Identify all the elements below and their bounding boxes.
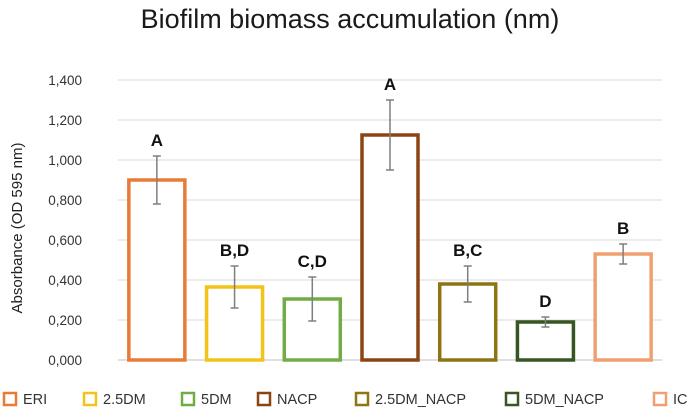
y-tick-label: 0,000 [48, 353, 82, 368]
bar-group-2.5dm_nacp: B,C [437, 241, 498, 362]
bar-group-2.5dm: B,D [204, 241, 265, 362]
legend-item-2.5dm_nacp: 2.5DM_NACP [354, 391, 466, 408]
y-tick-label: 1,000 [48, 153, 82, 168]
legend-item-ic: IC [652, 391, 688, 408]
bar-group-5dm: C,D [282, 252, 343, 362]
y-tick-label: 0,800 [48, 193, 82, 208]
bar [437, 282, 498, 362]
significance-label: A [151, 131, 163, 150]
legend-label: 2.5DM_NACP [375, 392, 466, 408]
legend-item-5dm: 5DM [180, 391, 232, 408]
y-tick-label: 0,600 [48, 233, 82, 248]
legend-swatch [354, 391, 370, 407]
legend-item-eri: ERI [2, 391, 47, 408]
legend-swatch [256, 391, 272, 407]
significance-label: D [539, 292, 551, 311]
y-axis-label: Absorbance (OD 595 nm) [9, 143, 26, 314]
legend-swatch [504, 391, 520, 407]
significance-label: B [617, 219, 629, 238]
y-tick-label: 0,400 [48, 273, 82, 288]
legend-item-2.5dm: 2.5DM [82, 391, 146, 408]
bar-group-5dm_nacp: D [515, 292, 576, 362]
significance-label: B,C [453, 241, 482, 260]
legend-label: NACP [277, 392, 317, 408]
legend-swatch [2, 391, 18, 407]
legend-swatch [82, 391, 98, 407]
legend-label: IC [673, 392, 688, 408]
bar-group-eri: A [127, 131, 187, 362]
significance-label: C,D [298, 252, 327, 271]
bar-group-ic: B [593, 219, 653, 362]
chart-title: Biofilm biomass accumulation (nm) [141, 4, 560, 34]
legend-label: 2.5DM [103, 392, 146, 408]
y-tick-label: 1,400 [48, 73, 82, 88]
bars: A B,D C,D A B,C D B [127, 75, 653, 362]
y-tick-label: 0,200 [48, 313, 82, 328]
bar-group-nacp: A [360, 75, 420, 362]
y-tick-label: 1,200 [48, 113, 82, 128]
legend-swatch [180, 391, 196, 407]
legend-item-nacp: NACP [256, 391, 317, 408]
legend-label: 5DM [201, 392, 232, 408]
significance-label: A [384, 75, 396, 94]
bar [127, 178, 187, 362]
bar [593, 252, 653, 362]
legend: ERI 2.5DM 5DM NACP 2.5DM_NACP 5DM_NACP IC [2, 391, 688, 408]
bar [515, 320, 576, 362]
legend-label: ERI [23, 392, 47, 408]
y-axis-ticks: 0,000 0,200 0,400 0,600 0,800 1,000 1,200 1,400 [48, 73, 82, 368]
legend-swatch [652, 391, 668, 407]
legend-item-5dm_nacp: 5DM_NACP [504, 391, 604, 408]
legend-label: 5DM_NACP [525, 392, 604, 408]
significance-label: B,D [220, 241, 249, 260]
